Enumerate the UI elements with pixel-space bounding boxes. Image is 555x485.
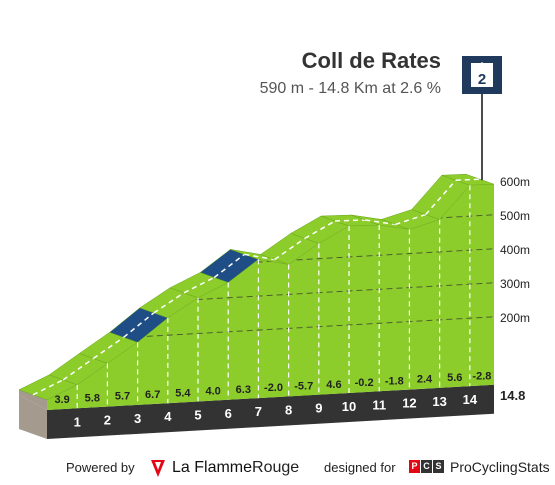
pcs-letter-p: P xyxy=(409,460,420,473)
road-line-km-6 xyxy=(183,276,215,294)
gradient-label: 5.6 xyxy=(447,372,462,384)
category-label: 2 xyxy=(478,71,486,88)
y-tick-label: 500m xyxy=(500,209,530,223)
brand-la-flamme: La Flamme xyxy=(172,459,253,476)
pcs-letter-s: S xyxy=(433,460,444,473)
road-line-km-15 xyxy=(455,178,481,181)
flame-rouge-logo-icon xyxy=(151,460,165,477)
gradient-label: 3.9 xyxy=(54,394,69,406)
km-label: 1 xyxy=(74,414,81,429)
brand-rouge: Rouge xyxy=(252,459,300,476)
gradient-label: 6.3 xyxy=(236,384,251,396)
road-line-km-4 xyxy=(123,312,155,338)
road-line-km-5 xyxy=(153,292,185,314)
km-label: 6 xyxy=(225,406,232,421)
procyclingstats-label: ProCyclingStats xyxy=(450,459,550,475)
gradient-label: 4.6 xyxy=(326,379,341,391)
distance-total-label: 14.8 xyxy=(500,388,525,403)
km-label: 10 xyxy=(342,399,356,414)
la-flamme-rouge-brand: La FlammeRouge xyxy=(172,459,299,477)
gradient-label: -0.2 xyxy=(355,377,374,389)
gradient-label: 6.7 xyxy=(145,389,160,401)
gradient-label: -5.7 xyxy=(294,381,313,393)
base-side xyxy=(19,395,47,439)
km-label: 4 xyxy=(164,409,172,424)
gradient-label: 2.4 xyxy=(417,374,433,386)
pcs-logo-icon: P C S xyxy=(409,460,444,473)
footer: Powered by La FlammeRouge designed for P… xyxy=(0,458,555,480)
road-line-km-14 xyxy=(425,179,457,216)
category-mountain-icon xyxy=(471,62,493,87)
gradient-label: 5.4 xyxy=(175,387,191,399)
road-line-km-1 xyxy=(32,379,64,396)
gradient-label: 5.7 xyxy=(115,391,130,403)
km-label: 2 xyxy=(104,413,111,428)
pcs-letter-c: C xyxy=(421,460,432,473)
designed-for-label: designed for xyxy=(324,460,396,475)
gradient-label: -2.8 xyxy=(472,370,491,382)
road-line-km-7 xyxy=(213,253,245,279)
y-tick-label: 300m xyxy=(500,277,530,291)
profile-front-face xyxy=(47,184,494,410)
powered-by-label: Powered by xyxy=(66,460,135,475)
road-line-km-9 xyxy=(274,237,306,261)
gradient-label: 5.8 xyxy=(85,392,100,404)
km-label: 9 xyxy=(315,401,322,416)
y-tick-label: 200m xyxy=(500,311,530,325)
km-label: 12 xyxy=(402,396,416,411)
km-label: 11 xyxy=(372,397,386,412)
km-label: 5 xyxy=(194,407,201,422)
km-label: 8 xyxy=(285,402,292,417)
gradient-label: 4.0 xyxy=(205,386,220,398)
gradient-label: -2.0 xyxy=(264,382,283,394)
road-line-km-2 xyxy=(62,357,94,381)
gradient-label: -1.8 xyxy=(385,375,404,387)
road-line-km-10 xyxy=(304,220,336,240)
km-label: 7 xyxy=(255,404,262,419)
distance-base xyxy=(47,384,494,439)
km-label: 13 xyxy=(432,394,446,409)
y-tick-label: 600m xyxy=(500,175,530,189)
road-line-km-3 xyxy=(92,336,125,360)
profile-side-face xyxy=(19,389,47,410)
climb-stats: 590 m - 14.8 Km at 2.6 % xyxy=(259,80,441,97)
elevation-profile: 200m 300m 400m 500m 600m 3.9 5.8 5.7 6.7 5.4 4.0 6.… xyxy=(18,56,530,439)
km-label: 3 xyxy=(134,411,141,426)
y-tick-label: 400m xyxy=(500,243,530,257)
km-label: 14 xyxy=(463,392,478,407)
climb-title: Coll de Rates xyxy=(301,48,441,73)
